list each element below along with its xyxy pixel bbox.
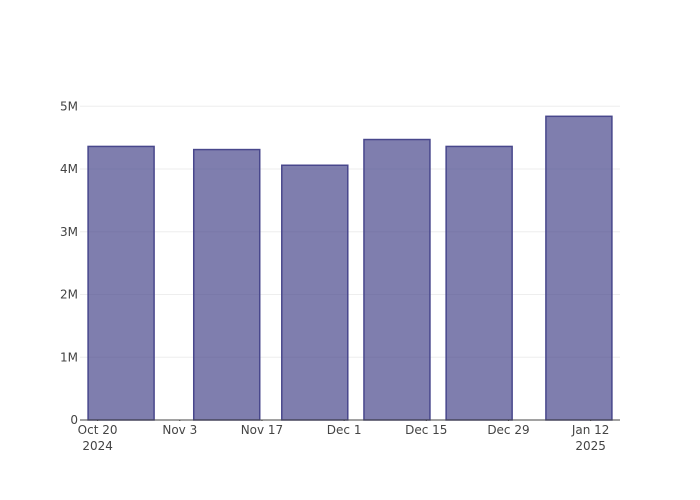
x-tick-label: Nov 17 xyxy=(241,423,284,437)
x-tick-label: Jan 12 2025 xyxy=(571,423,610,453)
bar xyxy=(192,148,261,421)
x-tick-label: Dec 1 xyxy=(327,423,362,437)
y-tick-label: 2M xyxy=(60,288,78,302)
bar xyxy=(87,145,155,421)
bar xyxy=(363,138,431,421)
x-tick-label: Oct 20 2024 xyxy=(78,423,118,453)
x-tick-label: Dec 15 xyxy=(405,423,447,437)
y-tick-label: 5M xyxy=(60,99,78,113)
y-tick-label: 0 xyxy=(70,413,78,427)
bar xyxy=(445,145,513,421)
y-tick-label: 3M xyxy=(60,225,78,239)
bar xyxy=(545,115,613,421)
bar xyxy=(281,164,349,421)
y-tick-label: 4M xyxy=(60,162,78,176)
x-tick-label: Nov 3 xyxy=(162,423,197,437)
x-tick-label: Dec 29 xyxy=(487,423,529,437)
y-tick-label: 1M xyxy=(60,350,78,364)
